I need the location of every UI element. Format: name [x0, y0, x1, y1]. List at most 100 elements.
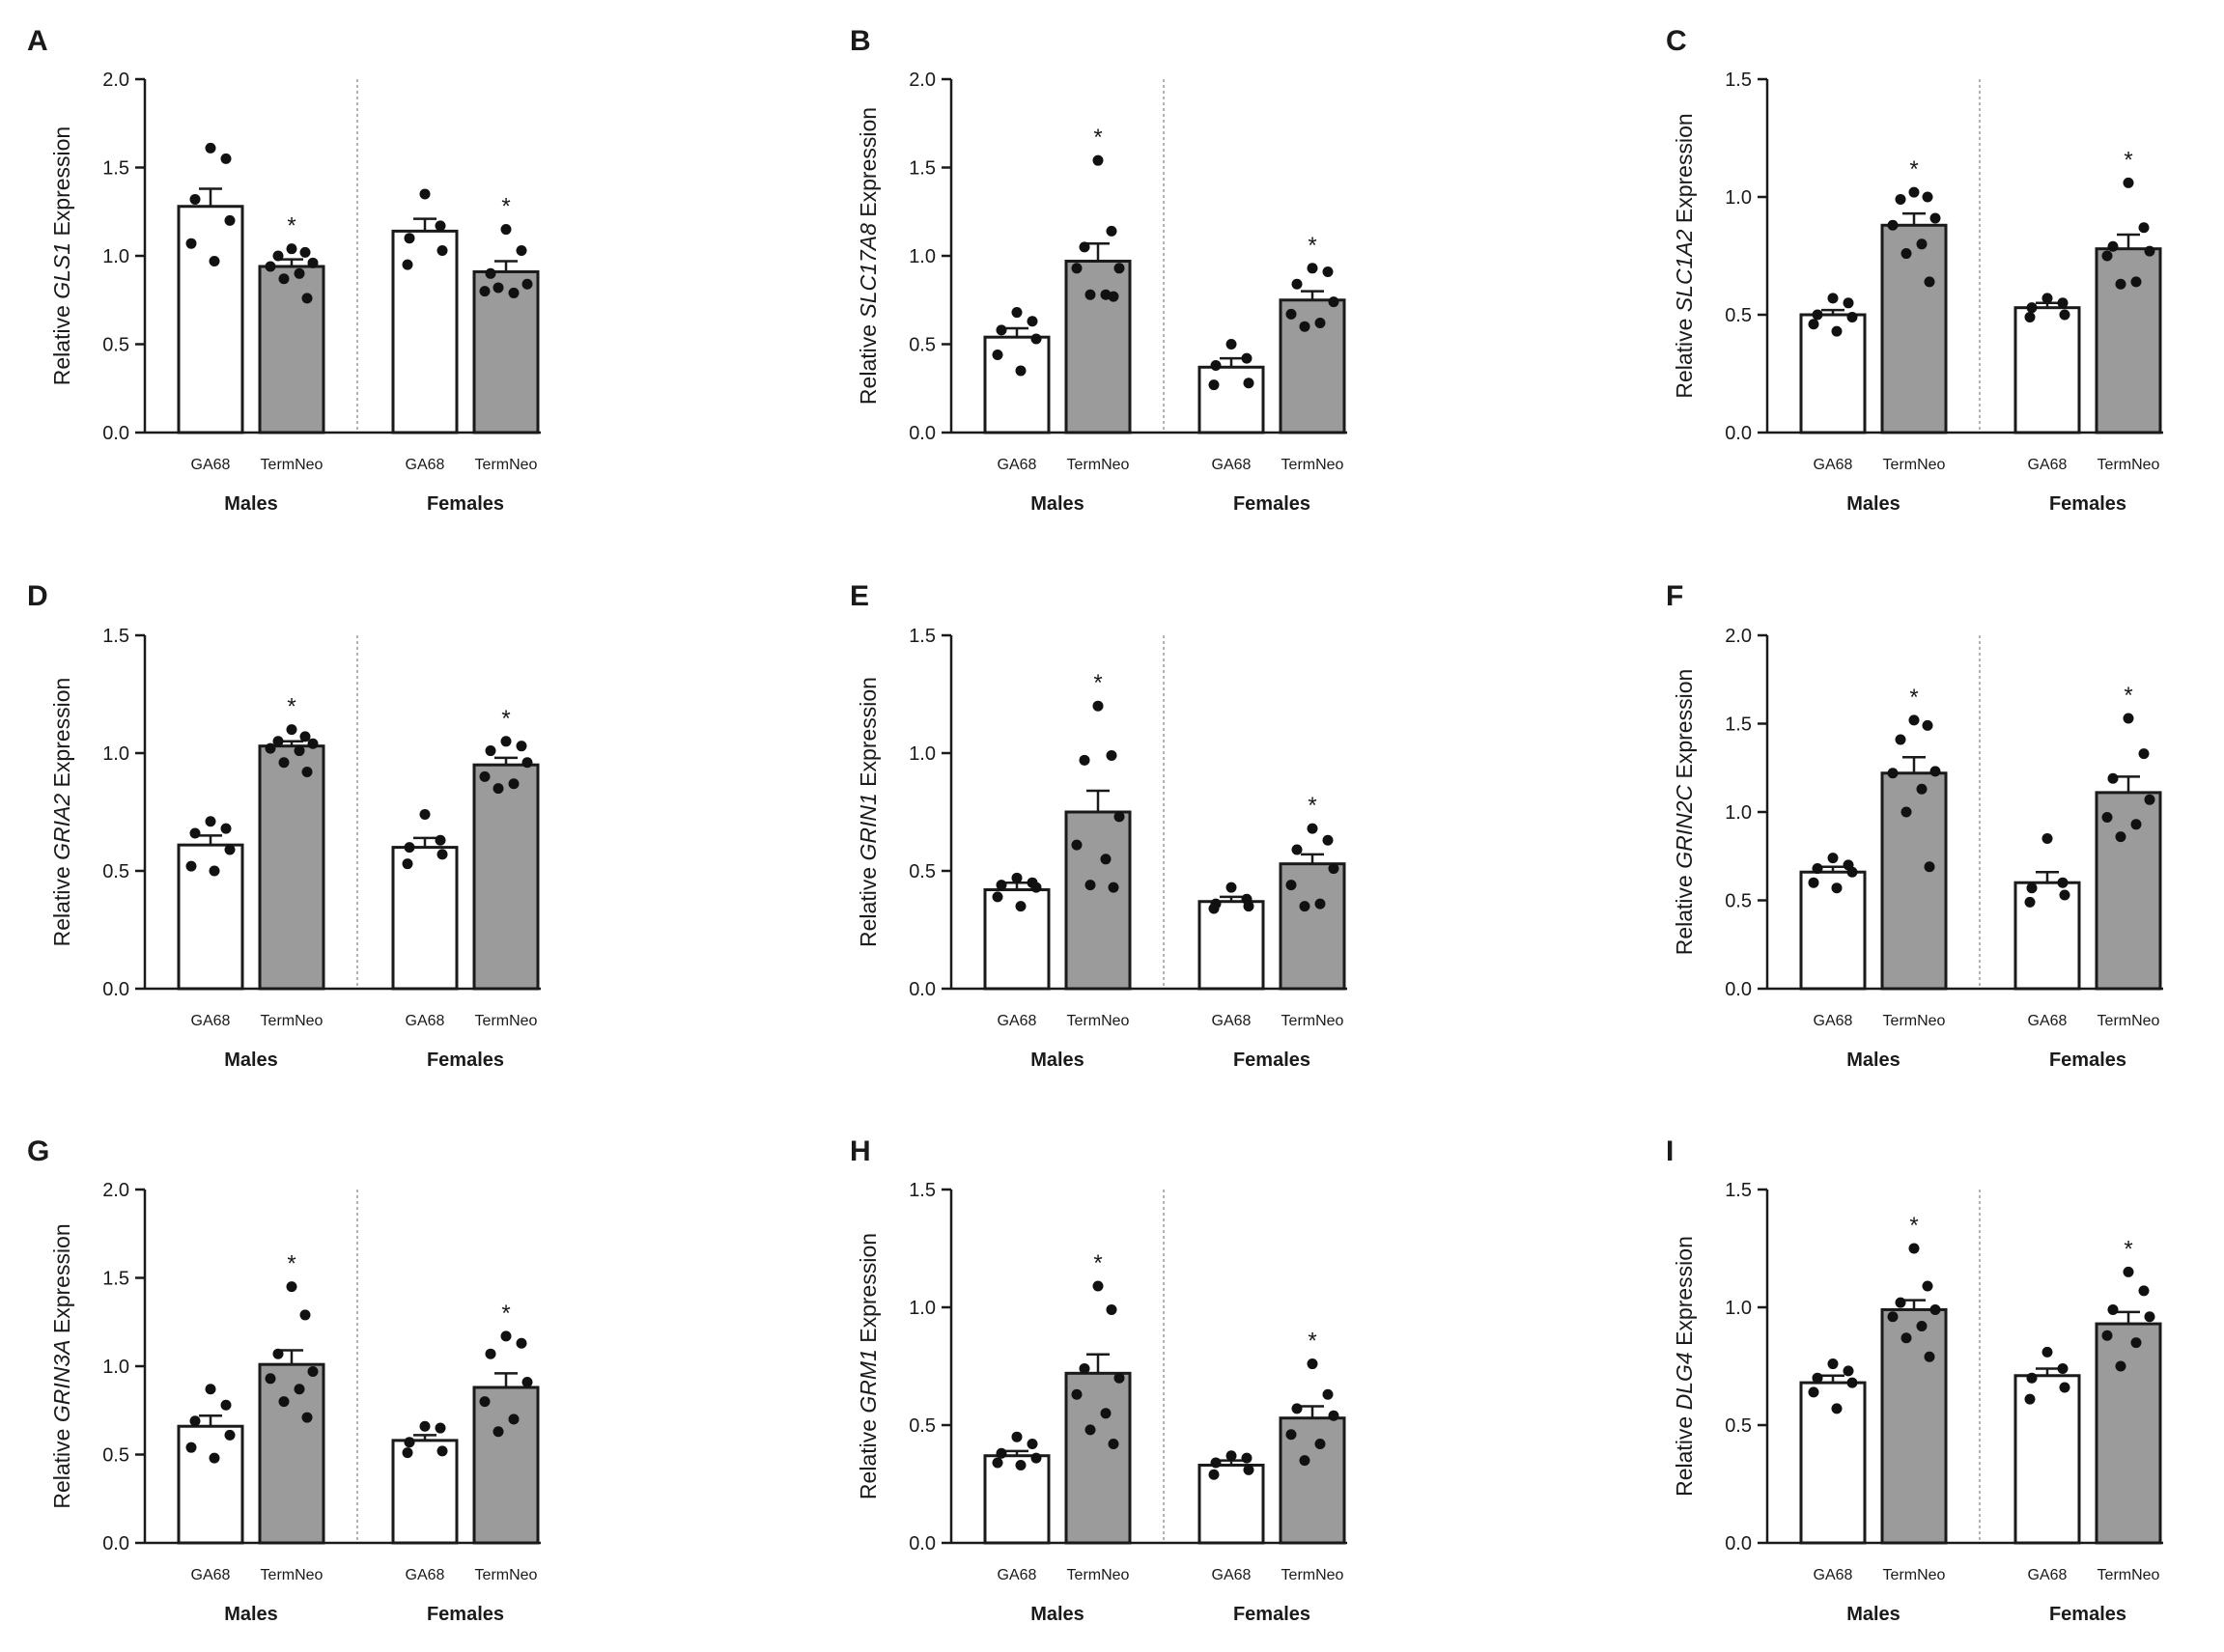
- data-point: [265, 1373, 276, 1385]
- y-tick-label: 1.5: [102, 158, 129, 180]
- data-point: [1092, 154, 1104, 166]
- data-point: [1328, 863, 1339, 875]
- data-point: [1895, 1297, 1906, 1308]
- data-point: [493, 282, 504, 294]
- data-point: [1831, 1403, 1843, 1414]
- data-point: [1808, 1386, 1819, 1398]
- data-point: [2041, 293, 2053, 304]
- y-axis-label-gene: GRIN1: [856, 793, 881, 860]
- data-point: [1285, 308, 1297, 320]
- y-axis-label-prefix: Relative: [49, 299, 74, 385]
- data-point: [436, 1445, 448, 1457]
- data-point: [1887, 1311, 1899, 1323]
- data-point: [286, 1281, 297, 1293]
- x-category-label: TermNeo: [1883, 1013, 1946, 1029]
- bar-males-termneo: [1880, 223, 1948, 434]
- data-point: [189, 193, 201, 205]
- y-axis-label-gene: GRIA2: [49, 794, 74, 860]
- data-point: [500, 1330, 512, 1342]
- data-point: [1328, 1410, 1339, 1421]
- data-point: [209, 865, 220, 877]
- data-point: [1916, 1321, 1928, 1332]
- y-tick-label: 0.5: [909, 1415, 936, 1437]
- data-point: [435, 220, 446, 232]
- y-tick-label: 0.5: [1725, 305, 1752, 326]
- data-point: [521, 757, 533, 769]
- data-point: [1827, 1358, 1839, 1370]
- y-tick-label: 1.0: [1725, 187, 1752, 209]
- y-tick-label: 1.0: [102, 1357, 129, 1378]
- data-point: [1011, 307, 1023, 319]
- x-category-label: GA68: [406, 457, 445, 473]
- bar-females-ga68: [2013, 1374, 2081, 1545]
- y-axis-label: Relative SLC17A8 Expression: [856, 107, 881, 405]
- data-point: [1108, 1439, 1119, 1450]
- data-point: [220, 1399, 232, 1411]
- data-point: [485, 1348, 496, 1359]
- data-point: [500, 736, 512, 747]
- data-point: [479, 286, 491, 297]
- x-category-label: TermNeo: [1883, 1567, 1946, 1583]
- y-tick-label: 1.0: [102, 246, 129, 267]
- panel-d: D 0.0 0.5 1.0 1.5 Relative GRIA2 Expression GA…: [27, 580, 541, 1071]
- data-point: [1831, 882, 1843, 894]
- y-tick-label: 0.0: [1725, 423, 1752, 444]
- x-category-label: TermNeo: [261, 457, 324, 473]
- significance-marker: *: [1308, 233, 1316, 259]
- y-axis-label: Relative GRM1 Expression: [856, 1233, 881, 1499]
- y-tick-label: 2.0: [909, 70, 936, 91]
- data-point: [1808, 877, 1819, 888]
- y-tick-label: 0.0: [909, 979, 936, 1000]
- y-tick-label: 0.0: [909, 423, 936, 444]
- data-point: [1291, 844, 1303, 855]
- data-point: [1895, 193, 1906, 205]
- y-axis-label-prefix: Relative: [49, 1422, 74, 1508]
- x-category-label: GA68: [2028, 1567, 2068, 1583]
- data-point: [1895, 734, 1906, 745]
- data-point: [1108, 882, 1119, 893]
- data-point: [265, 261, 276, 272]
- bar-females-ga68: [391, 229, 459, 434]
- data-point: [1916, 238, 1928, 250]
- data-point: [1929, 1303, 1941, 1315]
- bar-females-termneo: [472, 1386, 540, 1545]
- data-point: [1808, 319, 1819, 330]
- y-tick-label: 0.0: [909, 1533, 936, 1554]
- data-point: [1307, 1358, 1318, 1370]
- y-axis-label-prefix: Relative: [1672, 869, 1697, 955]
- data-point: [272, 736, 284, 747]
- data-point: [301, 767, 313, 778]
- y-axis-label-prefix: Relative: [856, 1414, 881, 1499]
- bar-females-termneo: [2095, 791, 2162, 991]
- x-category-label: TermNeo: [1067, 1567, 1130, 1583]
- significance-marker: *: [1093, 125, 1102, 151]
- data-point: [294, 745, 305, 757]
- data-point: [2123, 1266, 2134, 1277]
- x-category-label: GA68: [191, 457, 231, 473]
- data-point: [2101, 250, 2113, 262]
- data-point: [1827, 293, 1839, 304]
- data-point: [1924, 861, 1935, 873]
- data-point: [1079, 241, 1090, 253]
- data-point: [1322, 834, 1334, 846]
- data-point: [992, 1457, 1003, 1469]
- panel-letter: D: [27, 580, 48, 612]
- x-category-label: GA68: [1814, 1567, 1853, 1583]
- significance-marker: *: [287, 694, 296, 720]
- data-point: [2059, 309, 2070, 321]
- data-point: [2057, 877, 2069, 888]
- bar-males-ga68: [983, 1454, 1051, 1545]
- y-tick-label: 0.0: [1725, 1533, 1752, 1554]
- data-point: [2123, 713, 2134, 724]
- y-axis-label-suffix: Expression: [49, 126, 74, 242]
- data-point: [2130, 819, 2142, 830]
- significance-marker: *: [501, 1301, 510, 1327]
- data-point: [301, 1412, 313, 1423]
- data-point: [516, 245, 527, 257]
- panel-f: F 0.0 0.5 1.0 1.5 2.0 Relative GRIN2C Expressi…: [1666, 580, 2163, 1071]
- data-point: [1208, 1469, 1220, 1480]
- data-point: [1113, 263, 1125, 274]
- data-point: [2024, 896, 2036, 908]
- data-point: [1071, 839, 1083, 851]
- y-axis-label-suffix: Expression: [1672, 1236, 1697, 1352]
